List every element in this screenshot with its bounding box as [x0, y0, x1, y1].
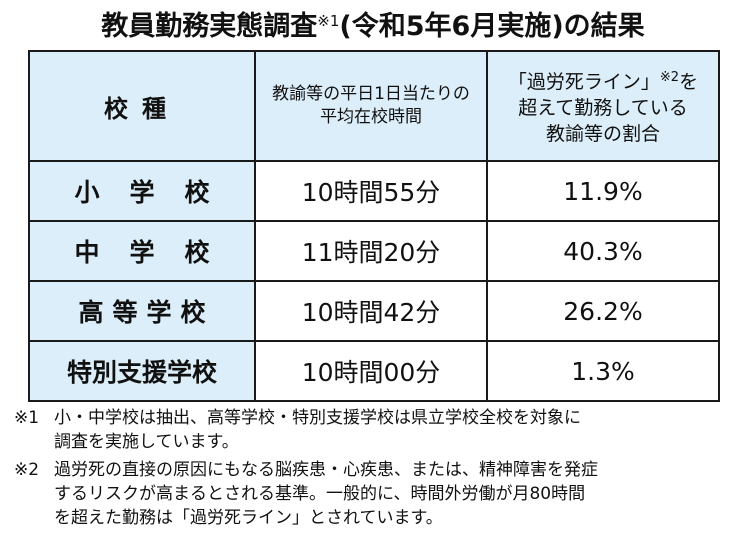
header-overwork-ratio: 「過労死ライン」※2を 超えて勤務している 教諭等の割合 [486, 50, 720, 162]
header-overwork-line1b: を [679, 71, 699, 93]
footnote-2-line1: 過労死の直接の原因にもなる脳疾患・心疾患、または、精神障害を発症 [54, 460, 598, 480]
footnote-1-mark: ※1 [14, 408, 40, 428]
avg-hours-cell: 11時間20分 [254, 220, 488, 282]
avg-hours-cell: 10時間42分 [254, 280, 488, 342]
overwork-ratio-cell: 11.9% [486, 160, 720, 222]
footnote-1-line1: 小・中学校は抽出、高等学校・特別支援学校は県立学校全校を対象に [54, 408, 581, 428]
header-avg-hours: 教諭等の平日1日当たりの 平均在校時間 [254, 50, 488, 162]
footnote-2-mark: ※2 [14, 460, 40, 480]
footnote-2: ※2 過労死の直接の原因にもなる脳疾患・心疾患、または、精神障害を発症 するリス… [14, 458, 734, 530]
overwork-ratio-cell: 26.2% [486, 280, 720, 342]
header-school-type: 校種 [28, 50, 256, 162]
table-row: 高等学校 10時間42分 26.2% [28, 280, 720, 342]
title-main: 教員勤務実態調査 [101, 11, 318, 42]
survey-results-table: 校種 教諭等の平日1日当たりの 平均在校時間 「過労死ライン」※2を 超えて勤務… [28, 50, 720, 402]
avg-hours-cell: 10時間55分 [254, 160, 488, 222]
title-footnote-ref: ※1 [317, 12, 340, 30]
school-type-cell: 特別支援学校 [28, 340, 256, 402]
header-avg-hours-line2: 平均在校時間 [320, 107, 422, 127]
title-suffix: (令和5年6月実施)の結果 [339, 11, 645, 42]
avg-hours-cell: 10時間00分 [254, 340, 488, 402]
header-overwork-line2: 超えて勤務している [518, 97, 688, 119]
table-row: 小学校 10時間55分 11.9% [28, 160, 720, 222]
school-type-cell: 小学校 [28, 160, 256, 222]
school-type-cell: 中学校 [28, 220, 256, 282]
header-overwork-line3: 教諭等の割合 [545, 123, 660, 145]
overwork-ratio-cell: 1.3% [486, 340, 720, 402]
table-row: 中学校 11時間20分 40.3% [28, 220, 720, 282]
footnote-2-line2: するリスクが高まるとされる基準。一般的に、時間外労働が月80時間 [54, 484, 586, 504]
header-avg-hours-line1: 教諭等の平日1日当たりの [272, 84, 470, 104]
table-row: 特別支援学校 10時間00分 1.3% [28, 340, 720, 402]
footnote-2-line3: を超えた勤務は「過労死ライン」とされています。 [54, 508, 443, 528]
school-type-cell: 高等学校 [28, 280, 256, 342]
page-title: 教員勤務実態調査※1(令和5年6月実施)の結果 [0, 4, 746, 43]
overwork-ratio-cell: 40.3% [486, 220, 720, 282]
header-overwork-ref: ※2 [659, 70, 680, 85]
footnote-1-line2: 調査を実施しています。 [54, 432, 239, 452]
header-overwork-line1a: 「過労死ライン」 [507, 71, 660, 93]
footnote-1: ※1 小・中学校は抽出、高等学校・特別支援学校は県立学校全校を対象に 調査を実施… [14, 406, 734, 454]
table-header-row: 校種 教諭等の平日1日当たりの 平均在校時間 「過労死ライン」※2を 超えて勤務… [28, 50, 720, 162]
